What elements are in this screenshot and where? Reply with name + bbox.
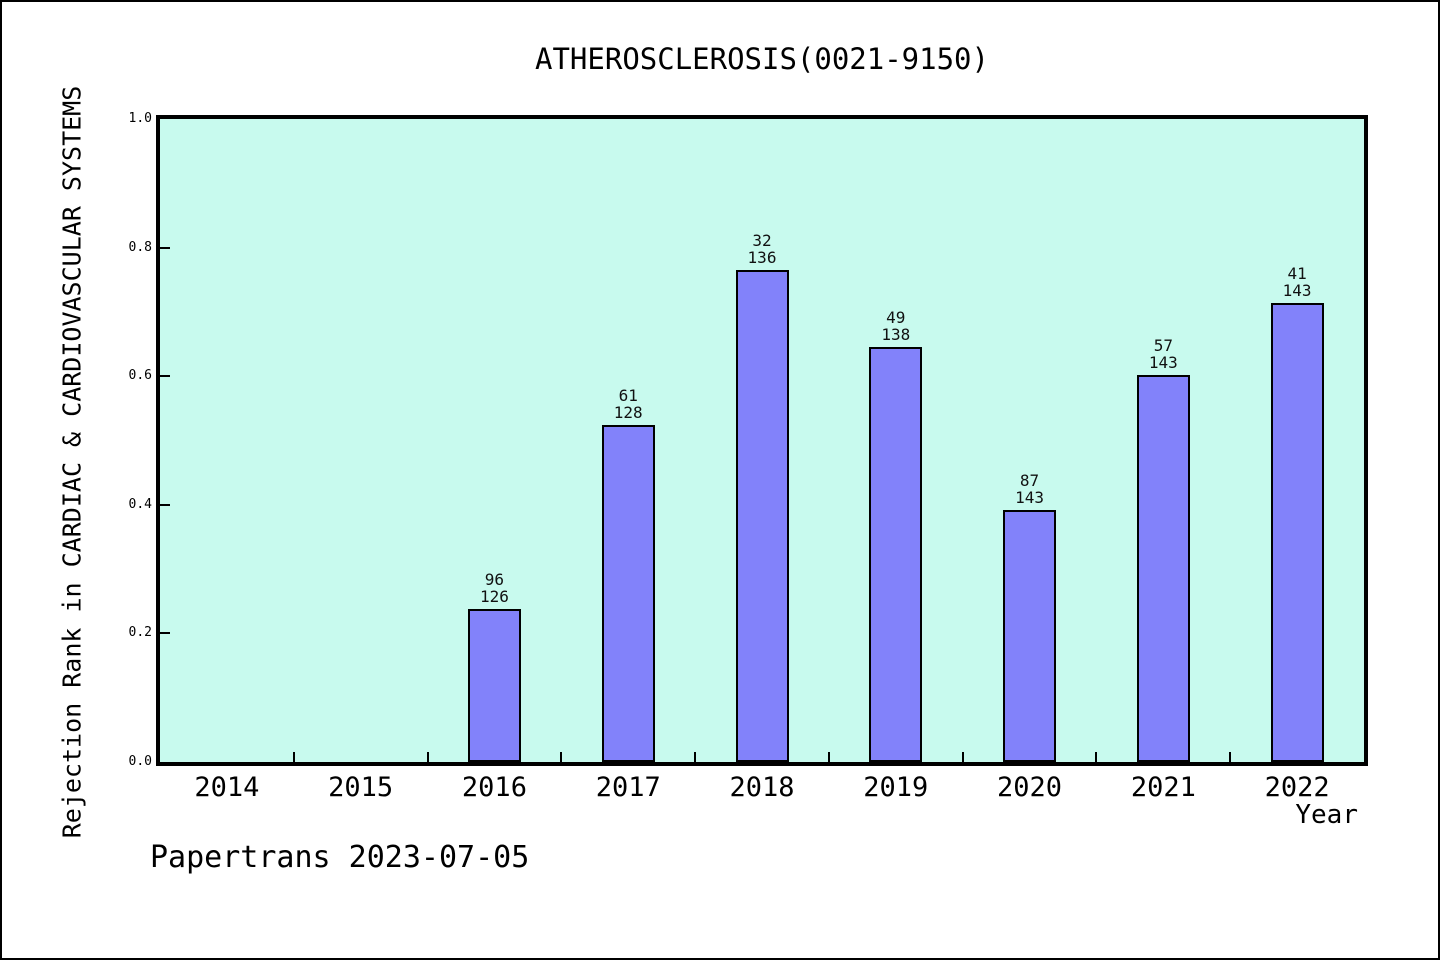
y-tick [160,375,170,378]
watermark-text: Papertrans 2023-07-05 [150,840,530,875]
x-tick [827,752,830,762]
bar-rank-2017: 61 [618,386,638,406]
y-tick-label-0.2: 0.2 [128,625,152,641]
bar-total-2020: 143 [1015,488,1044,508]
bar-label-2022: 41 143 [1237,265,1357,299]
bar-label-2021: 57 143 [1103,337,1223,371]
bar-rank-2020: 87 [1019,471,1040,491]
y-tick-label-0.0: 0.0 [128,754,152,769]
bar-label-2019: 49 138 [836,309,956,343]
bar-total-2016: 126 [479,586,509,606]
x-tick-label-2016: 2016 [461,772,527,803]
x-tick-label-2018: 2018 [729,772,795,803]
y-tick-label-1.0: 1.0 [128,111,152,126]
bar-total-2021: 143 [1148,353,1178,373]
x-tick-label-2014: 2014 [194,772,260,803]
bar-total-2022: 143 [1282,281,1312,301]
bar-label-2016: 96 126 [434,571,554,605]
x-tick-label-2017: 2017 [595,772,661,803]
x-tick [961,752,964,762]
x-tick-label-2020: 2020 [997,772,1063,803]
y-tick [160,632,170,635]
x-tick-label-2021: 2021 [1130,772,1196,803]
bar-2020 [1003,510,1057,762]
x-axis-label: Year [1295,800,1358,830]
bar-2017 [601,425,655,762]
x-tick [426,752,429,762]
x-tick-label-2015: 2015 [328,772,394,803]
x-tick-label-2019: 2019 [863,772,929,803]
y-tick-label-0.4: 0.4 [128,496,152,512]
bar-label-2017: 61 128 [568,387,688,421]
x-tick [694,752,697,762]
bar-rank-2022: 41 [1287,264,1307,284]
x-tick [560,752,563,762]
y-axis-label: Rejection Rank in CARDIAC & CARDIOVASCUL… [57,85,87,839]
bar-rank-2021: 57 [1153,336,1173,356]
y-tick [160,503,170,506]
x-tick [1095,752,1098,762]
chart-title: ATHEROSCLEROSIS(0021-9150) [535,42,989,76]
bar-label-2018: 32 136 [702,232,822,266]
y-tick [160,246,170,249]
bar-total-2018: 136 [747,248,777,268]
bar-2021 [1136,375,1190,762]
x-tick-label-2022: 2022 [1264,772,1330,803]
x-tick [1229,752,1232,762]
bar-rank-2018: 32 [752,231,772,251]
y-tick-label-0.6: 0.6 [128,368,152,384]
bar-total-2017: 128 [613,403,643,423]
y-tick-label-0.8: 0.8 [128,239,152,255]
bar-total-2019: 138 [881,325,911,345]
bar-label-2020: 87 143 [970,472,1090,506]
bar-2022 [1270,303,1324,762]
bar-rank-2019: 49 [886,308,906,328]
bar-2016 [467,608,521,762]
bar-2018 [735,270,789,762]
bar-2019 [869,347,923,762]
x-tick [292,752,295,762]
bar-rank-2016: 96 [484,569,505,589]
